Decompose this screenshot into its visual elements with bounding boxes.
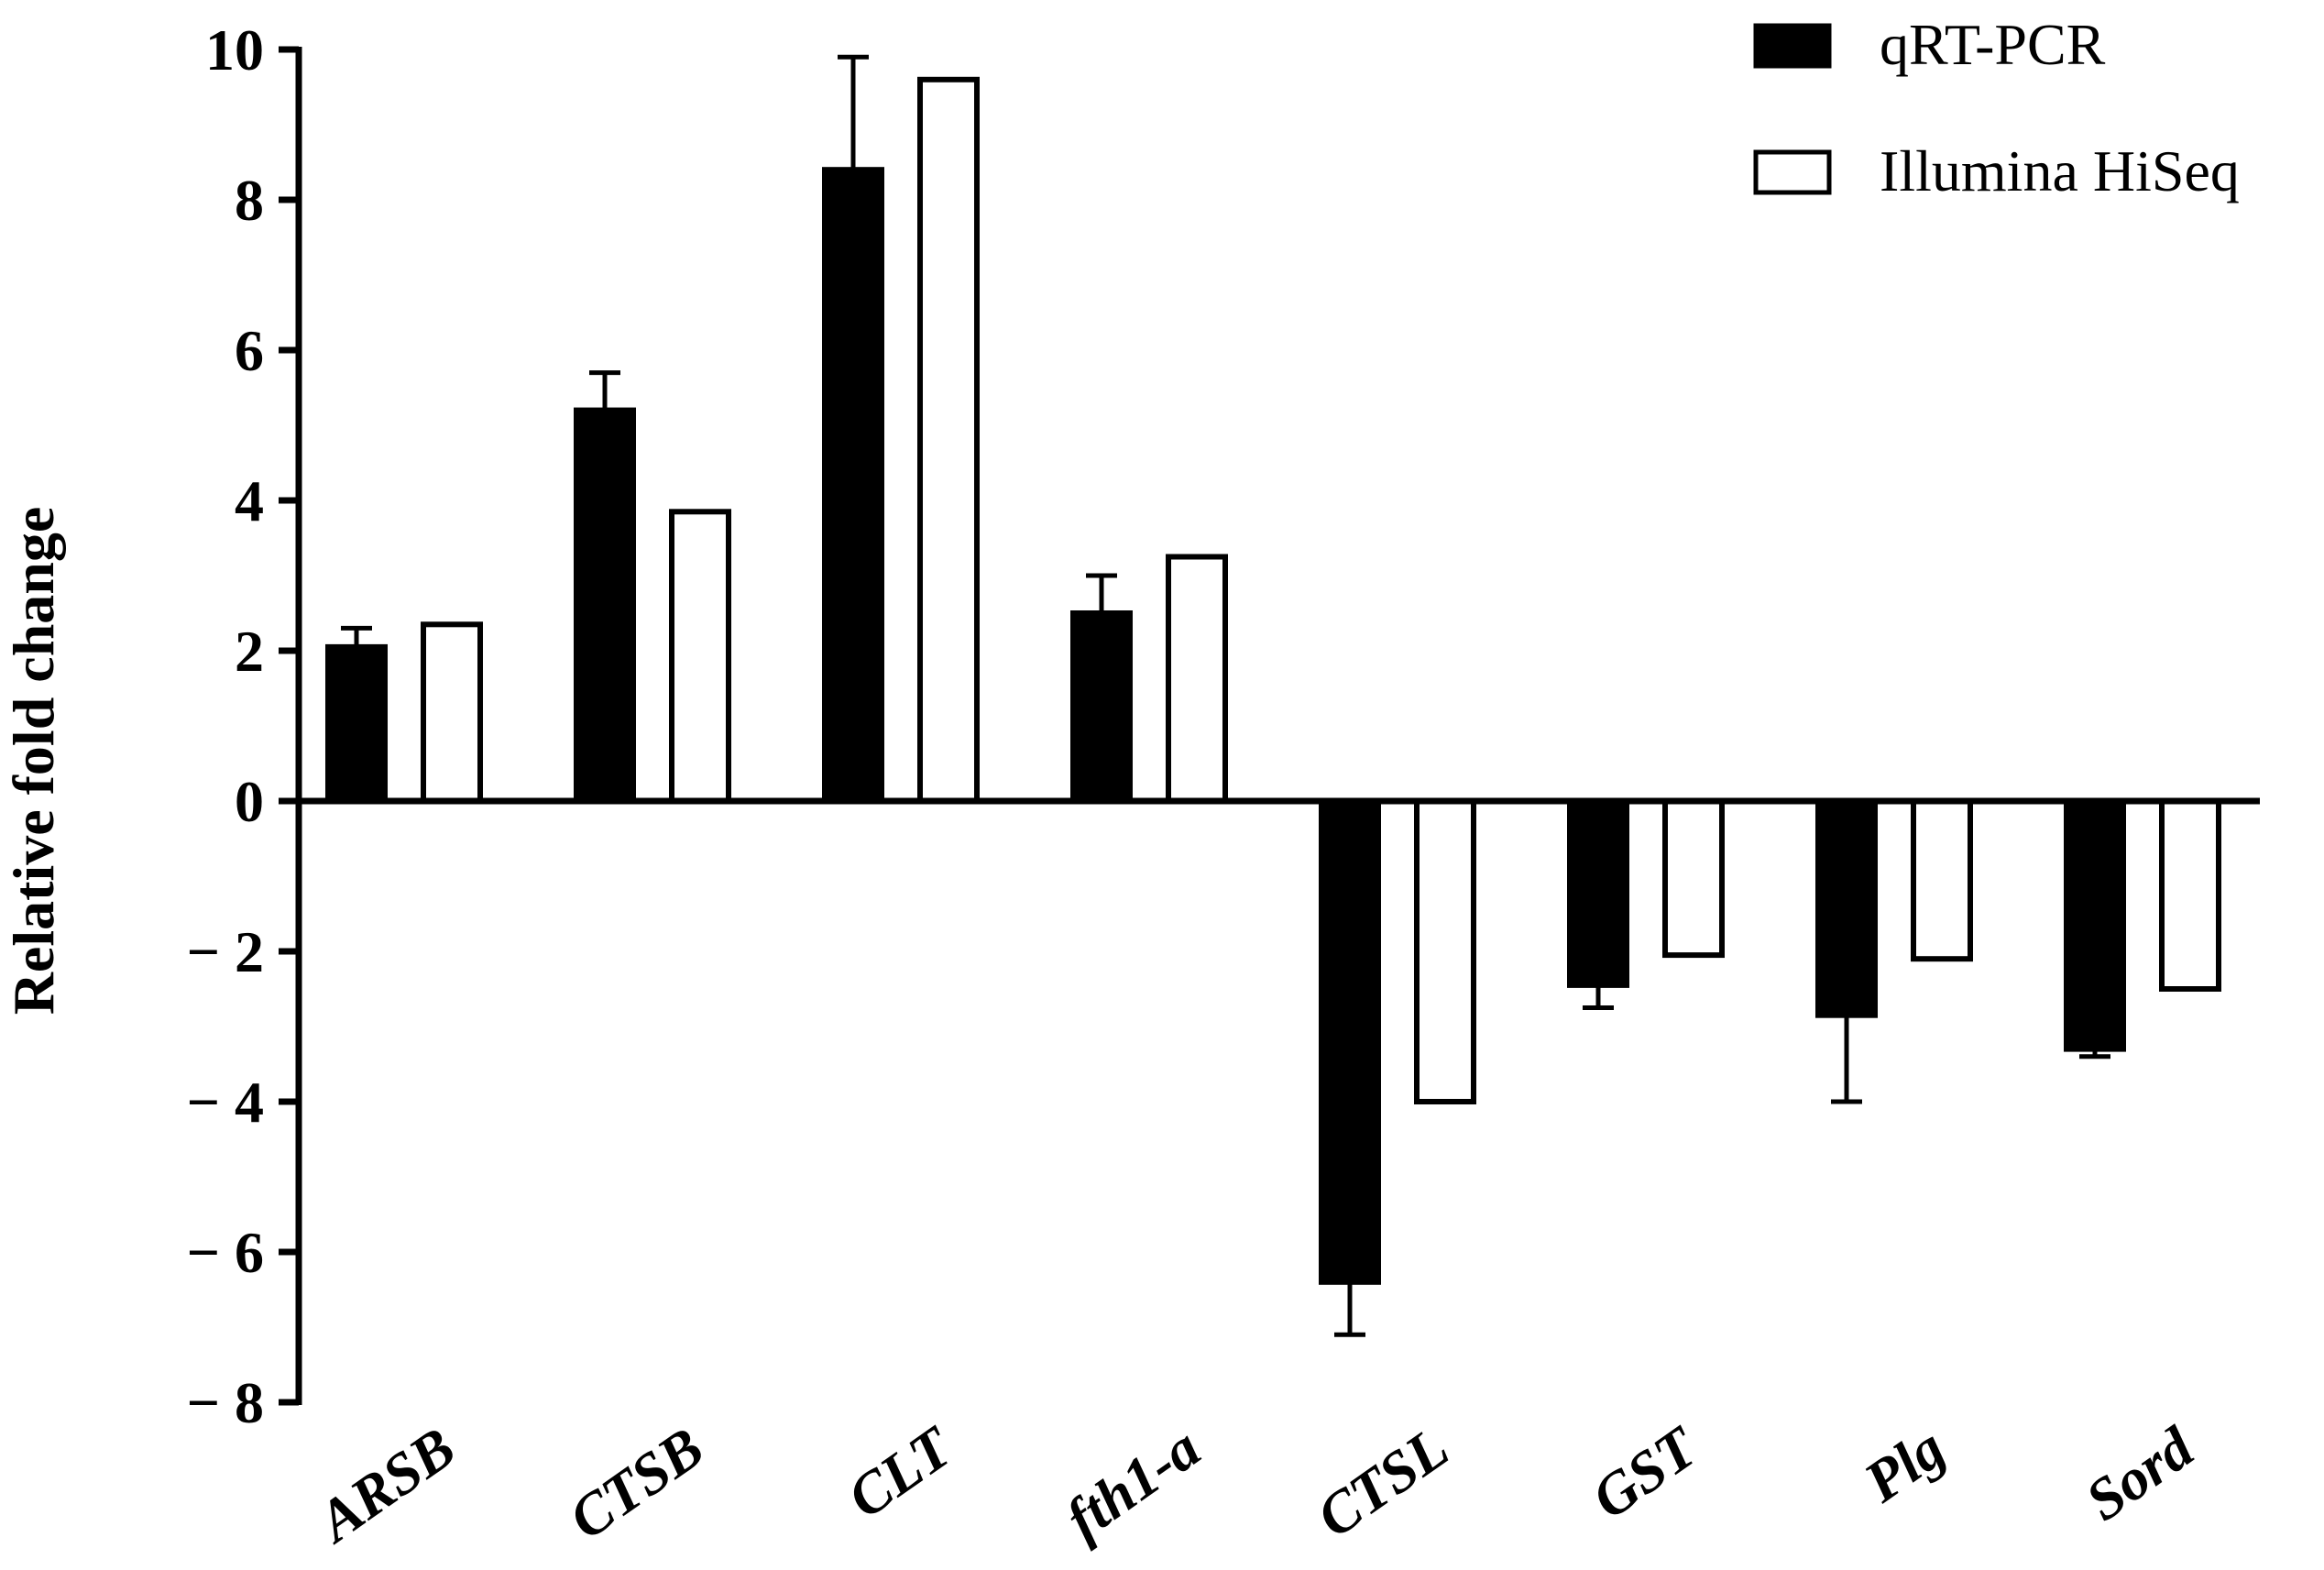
category-label-ARSB: ARSB: [303, 1414, 466, 1555]
y-tick-label: 10: [205, 17, 264, 82]
bar-ARSB-illumina-hiseq: [421, 621, 483, 804]
y-tick-label: 0: [235, 769, 264, 834]
bar-fth1-a-illumina-hiseq: [1166, 554, 1228, 804]
category-label-Plg: Plg: [1852, 1414, 1957, 1515]
legend-label-1: Illumina HiSeq: [1880, 138, 2240, 203]
y-tick-label: − 8: [187, 1370, 264, 1435]
y-tick-label: 4: [235, 468, 264, 533]
y-axis-label: Relative fold change: [1, 507, 66, 1016]
category-label-Sord: Sord: [2074, 1414, 2206, 1533]
y-axis-label-group: Relative fold change: [1, 507, 66, 1016]
bar-CTSB-illumina-hiseq: [669, 509, 731, 804]
bar-Plg-illumina-hiseq: [1911, 798, 1973, 962]
bar-Plg-qrt-pcr: [1815, 798, 1878, 1018]
bar-GST-illumina-hiseq: [1662, 798, 1725, 959]
bar-fth1-a-qrt-pcr: [1070, 610, 1133, 804]
bar-CLT-illumina-hiseq: [917, 76, 980, 805]
bar-ARSB-qrt-pcr: [325, 643, 388, 805]
legend-swatch-1: [1753, 149, 1832, 195]
bar-CTSL-illumina-hiseq: [1414, 798, 1476, 1104]
bar-CTSB-qrt-pcr: [574, 407, 636, 804]
legend: qRT-PCR Illumina HiSeq: [1753, 12, 2240, 203]
legend-label-0: qRT-PCR: [1880, 12, 2106, 77]
y-tick-label: − 4: [187, 1070, 264, 1135]
y-tick-label: − 6: [187, 1220, 264, 1285]
category-labels-layer: ARSB CTSB CLT fth1-a CTSL GST Plg Sord: [303, 1413, 2206, 1556]
category-label-CTSL: CTSL: [1305, 1414, 1460, 1550]
category-label-CLT: CLT: [836, 1413, 965, 1531]
bar-CTSL-qrt-pcr: [1319, 798, 1381, 1285]
y-tick-label: 8: [235, 168, 264, 233]
y-tick-label: 6: [235, 318, 264, 383]
y-ticks-layer: 10 8 6 4 2 0 − 2 − 4 − 6 − 8: [187, 17, 299, 1435]
y-tick-label: 2: [235, 619, 264, 684]
bar-GST-qrt-pcr: [1567, 798, 1629, 988]
bar-Sord-qrt-pcr: [2064, 798, 2126, 1052]
legend-swatch-0: [1753, 23, 1832, 69]
bar-CLT-qrt-pcr: [822, 167, 884, 804]
bar-Sord-illumina-hiseq: [2159, 798, 2221, 992]
category-label-GST: GST: [1580, 1413, 1710, 1532]
category-label-CTSB: CTSB: [557, 1414, 715, 1552]
category-label-fth1-a: fth1-a: [1054, 1414, 1211, 1552]
axes-layer: [295, 47, 2260, 1405]
y-tick-label: − 2: [187, 919, 264, 984]
bars-layer: [325, 54, 2221, 1337]
